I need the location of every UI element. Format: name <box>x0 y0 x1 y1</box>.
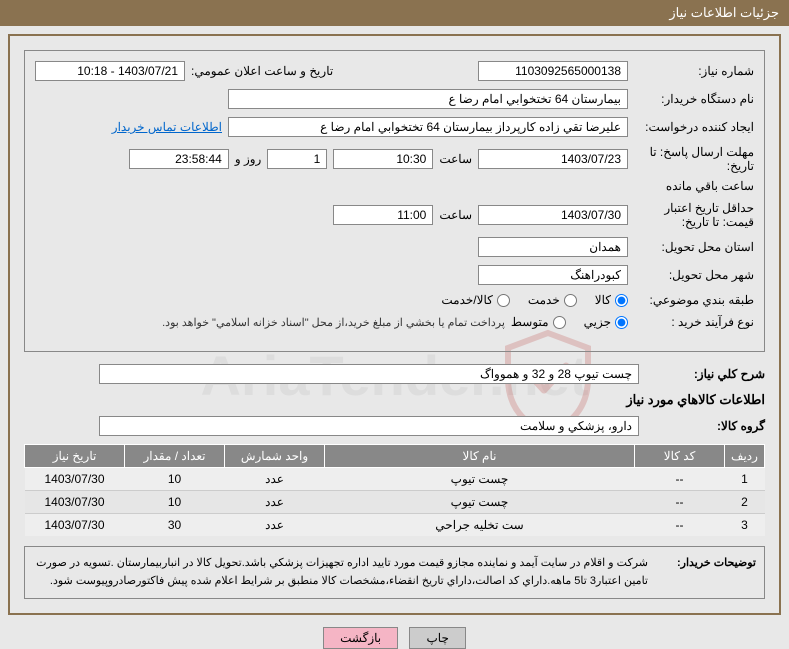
col-qty: تعداد / مقدار <box>125 445 225 468</box>
table-cell: 10 <box>125 491 225 514</box>
purchase-type-note: پرداخت تمام يا بخشي از مبلغ خريد،از محل … <box>162 316 505 329</box>
table-cell: عدد <box>225 468 325 491</box>
deadline-date-field: 1403/07/23 <box>478 149 628 169</box>
table-cell: 1403/07/30 <box>25 468 125 491</box>
classification-radio-2[interactable] <box>497 294 510 307</box>
requester-label: ايجاد كننده درخواست: <box>634 120 754 134</box>
announce-datetime-label: تاريخ و ساعت اعلان عمومي: <box>191 64 333 78</box>
buyer-device-field: بيمارستان 64 تختخوابي امام رضا ع <box>228 89 628 109</box>
classification-option-0[interactable]: كالا <box>595 293 628 307</box>
table-row: 2--چست تيوپعدد101403/07/30 <box>25 491 765 514</box>
delivery-province-field: همدان <box>478 237 628 257</box>
goods-group-label: گروه كالا: <box>645 419 765 433</box>
goods-group-field: دارو، پزشكي و سلامت <box>99 416 639 436</box>
table-cell: 1 <box>725 468 765 491</box>
goods-info-title: اطلاعات كالاهاي مورد نياز <box>24 392 765 408</box>
deadline-days-field: 1 <box>267 149 327 169</box>
purchase-type-label: نوع فرآيند خريد : <box>634 315 754 329</box>
deadline-time-label: ساعت <box>439 152 472 166</box>
min-validity-label: حداقل تاريخ اعتبار قيمت: تا تاريخ: <box>634 201 754 229</box>
table-cell: 30 <box>125 514 225 537</box>
classification-label: طبقه بندي موضوعي: <box>634 293 754 307</box>
deadline-reply-label: مهلت ارسال پاسخ: تا تاريخ: <box>634 145 754 173</box>
classification-radio-1[interactable] <box>564 294 577 307</box>
table-cell: -- <box>635 491 725 514</box>
table-cell: ست تخليه جراحي <box>325 514 635 537</box>
table-cell: 2 <box>725 491 765 514</box>
panel-title: جزئيات اطلاعات نياز <box>669 5 779 20</box>
col-code: كد كالا <box>635 445 725 468</box>
table-cell: 10 <box>125 468 225 491</box>
table-row: 3--ست تخليه جراحيعدد301403/07/30 <box>25 514 765 537</box>
purchase-type-radio-1[interactable] <box>553 316 566 329</box>
print-button[interactable]: چاپ <box>409 627 465 649</box>
purchase-type-radio-group: جزيي متوسط <box>511 315 628 329</box>
delivery-city-label: شهر محل تحويل: <box>634 268 754 282</box>
buyer-notes-label: توضيحات خريدار: <box>656 555 756 590</box>
classification-option-1[interactable]: خدمت <box>528 293 577 307</box>
min-validity-date-field: 1403/07/30 <box>478 205 628 225</box>
purchase-type-option-0[interactable]: جزيي <box>584 315 628 329</box>
general-desc-field: چست تيوپ 28 و 32 و هموواگ <box>99 364 639 384</box>
deadline-days-label: روز و <box>235 152 262 166</box>
buyer-device-label: نام دستگاه خريدار: <box>634 92 754 106</box>
deadline-countdown-field: 23:58:44 <box>129 149 229 169</box>
purchase-type-radio-0[interactable] <box>615 316 628 329</box>
buyer-contact-link[interactable]: اطلاعات تماس خریدار <box>112 120 222 134</box>
goods-table: رديف كد كالا نام كالا واحد شمارش تعداد /… <box>24 444 765 536</box>
col-name: نام كالا <box>325 445 635 468</box>
back-button[interactable]: بازگشت <box>323 627 398 649</box>
buyer-notes-box: توضيحات خريدار: شركت و اقلام در سايت آيم… <box>24 546 765 599</box>
table-cell: -- <box>635 468 725 491</box>
table-cell: -- <box>635 514 725 537</box>
delivery-city-field: كبودراهنگ <box>478 265 628 285</box>
col-date: تاريخ نياز <box>25 445 125 468</box>
deadline-time-field: 10:30 <box>333 149 433 169</box>
requester-field: عليرضا تقي زاده كارپرداز بيمارستان 64 تخ… <box>228 117 628 137</box>
table-cell: 1403/07/30 <box>25 514 125 537</box>
classification-radio-group: كالا خدمت كالا/خدمت <box>441 293 628 307</box>
purchase-type-option-1[interactable]: متوسط <box>511 315 566 329</box>
table-row: 1--چست تيوپعدد101403/07/30 <box>25 468 765 491</box>
deadline-remain-label: ساعت باقي مانده <box>666 179 754 193</box>
table-cell: چست تيوپ <box>325 491 635 514</box>
min-validity-time-field: 11:00 <box>333 205 433 225</box>
table-cell: 1403/07/30 <box>25 491 125 514</box>
table-cell: 3 <box>725 514 765 537</box>
classification-radio-0[interactable] <box>615 294 628 307</box>
table-cell: عدد <box>225 491 325 514</box>
panel-header: جزئيات اطلاعات نياز <box>0 0 789 26</box>
table-cell: عدد <box>225 514 325 537</box>
general-desc-label: شرح كلي نياز: <box>645 367 765 381</box>
min-validity-time-label: ساعت <box>439 208 472 222</box>
classification-option-2[interactable]: كالا/خدمت <box>441 293 509 307</box>
col-unit: واحد شمارش <box>225 445 325 468</box>
need-number-label: شماره نياز: <box>634 64 754 78</box>
table-cell: چست تيوپ <box>325 468 635 491</box>
announce-datetime-field: 1403/07/21 - 10:18 <box>35 61 185 81</box>
buyer-notes-text: شركت و اقلام در سايت آيمد و نماينده مجاز… <box>33 555 648 590</box>
need-number-field: 1103092565000138 <box>478 61 628 81</box>
delivery-province-label: استان محل تحويل: <box>634 240 754 254</box>
col-row: رديف <box>725 445 765 468</box>
